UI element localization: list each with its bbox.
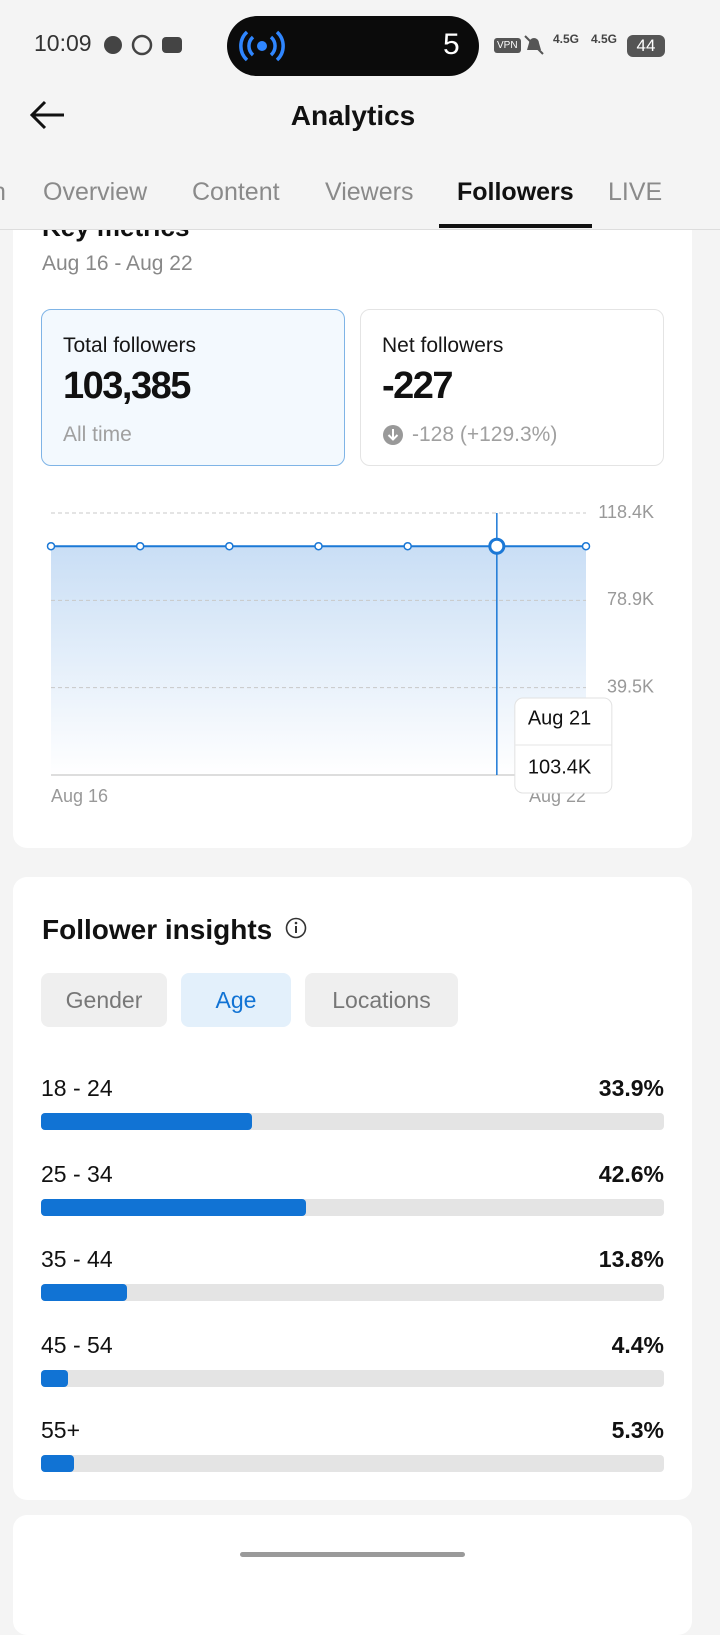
bar: [41, 1369, 69, 1387]
metric-label: Net followers: [382, 334, 504, 357]
x-tick-label: Aug 16: [51, 786, 108, 806]
vpn-badge: VPN: [494, 38, 521, 53]
metric-note: -128 (+129.3%): [412, 423, 558, 446]
battery: 44: [627, 35, 665, 57]
bar-track: [41, 1455, 664, 1473]
home-indicator: [240, 1552, 465, 1557]
bar: [41, 1113, 253, 1130]
mute-icon: [524, 35, 544, 55]
tab[interactable]: Followers: [457, 178, 574, 206]
filter-chip[interactable]: Gender: [41, 973, 167, 1027]
age-label: 45 - 54: [41, 1331, 113, 1358]
tab[interactable]: LIVE: [608, 178, 663, 206]
tooltip-date: Aug 21: [528, 707, 591, 729]
bar-track: [41, 1284, 664, 1302]
metric-card[interactable]: Net followers -227 -128 (+129.3%): [360, 309, 664, 466]
bar: [41, 1198, 307, 1216]
point: [135, 541, 145, 551]
age-label: 25 - 34: [41, 1160, 113, 1187]
header: Analytics: [0, 76, 720, 230]
next-card: [13, 1515, 692, 1635]
point: [314, 541, 323, 551]
filter-chip[interactable]: Locations: [305, 973, 458, 1027]
y-tick-label: 39.5K: [607, 676, 654, 696]
y-tick-label: 78.9K: [607, 589, 654, 609]
page: 10:09 5 VPN 4.5G 4.5G 44 Key metrics Aug…: [0, 16, 720, 1635]
age-label: 18 - 24: [41, 1075, 113, 1101]
metric-value: -227: [382, 365, 454, 407]
page-title: Analytics: [290, 100, 416, 131]
value-label: 42.6%: [598, 1160, 664, 1187]
tab[interactable]: Viewers: [325, 178, 414, 206]
metric-label: Total followers: [63, 334, 197, 357]
bar: [41, 1284, 127, 1302]
area: [51, 546, 586, 775]
metric-note: All time: [63, 423, 132, 446]
point: [225, 541, 234, 551]
network: 4.5G: [591, 32, 618, 46]
tab-underline: [439, 224, 592, 228]
bar-track: [41, 1369, 664, 1387]
tab[interactable]: Content: [192, 178, 280, 206]
filter-chip[interactable]: Age: [181, 973, 291, 1027]
y-tick-label: 118.4K: [598, 502, 654, 522]
value-label: 33.9%: [598, 1075, 664, 1101]
value-label: 4.4%: [611, 1331, 664, 1358]
tab[interactable]: Overview: [43, 178, 148, 206]
info-icon[interactable]: [285, 917, 309, 941]
age-label: 55+: [41, 1417, 81, 1444]
value-label: 5.3%: [611, 1417, 664, 1444]
age-label: 35 - 44: [41, 1246, 113, 1273]
status-pill: 5: [227, 16, 479, 76]
network: 4.5G: [553, 32, 580, 46]
metric-value: 103,385: [63, 365, 191, 407]
status-icons: [104, 34, 182, 56]
point: [581, 541, 591, 551]
live-icon: [239, 30, 285, 62]
tab[interactable]: n: [0, 178, 6, 207]
point: [488, 537, 506, 555]
down-icon: [383, 425, 403, 445]
insights-card: [13, 877, 692, 1500]
pill-number: 5: [443, 28, 460, 61]
metric-card[interactable]: Total followers 103,385 All time: [41, 309, 345, 466]
status-time: 10:09: [34, 30, 92, 56]
point: [46, 541, 56, 551]
tooltip-value: 103.4K: [528, 756, 592, 778]
section-title: Follower insights: [42, 914, 273, 945]
bar: [41, 1455, 75, 1473]
point: [403, 541, 412, 551]
date-range: Aug 16 - Aug 22: [42, 252, 193, 275]
value-label: 13.8%: [598, 1246, 664, 1273]
back-button[interactable]: [28, 98, 68, 132]
